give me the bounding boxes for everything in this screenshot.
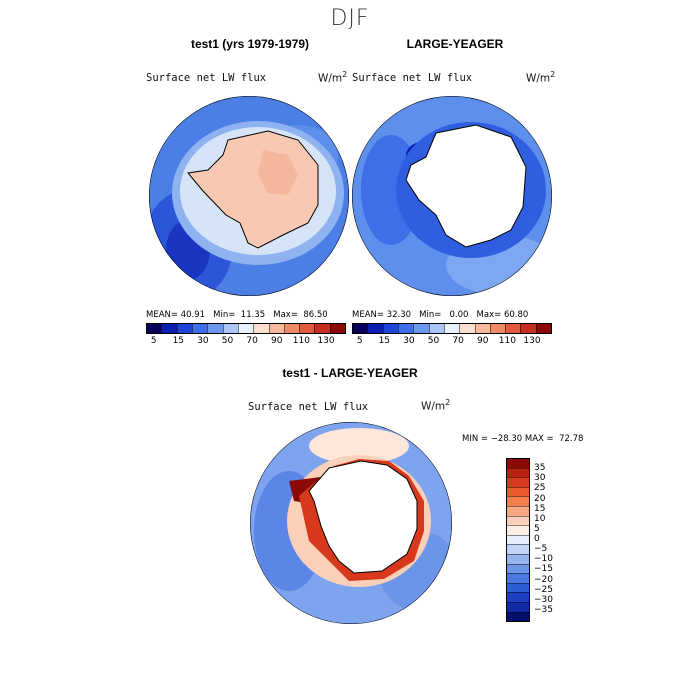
colorbar-tick-label: 110 <box>498 336 516 346</box>
colorbar-swatch <box>507 505 529 516</box>
colorbar-tick-label: −5 <box>534 544 548 555</box>
variable-label-large-yeager: Surface net LW flux <box>352 72 473 84</box>
colorbar-swatch <box>535 324 552 333</box>
colorbar-tick-label: 90 <box>271 336 283 346</box>
colorbar-swatch <box>397 324 414 333</box>
colorbar-swatch <box>507 582 529 593</box>
colorbar-tick-label: 30 <box>403 336 415 346</box>
stats-row-large-yeager: MEAN= 32.30 Min= 0.00 Max= 60.80 <box>352 310 529 320</box>
colorbar-swatch <box>507 553 529 564</box>
colorbar-swatch <box>459 324 475 333</box>
colorbar-swatch <box>507 496 529 506</box>
colorbar-tick-label: 50 <box>221 336 234 346</box>
colorbar-swatch <box>507 563 529 574</box>
units-label-test1: W/m2 <box>318 70 348 85</box>
colorbar-tick-label: 90 <box>477 336 489 346</box>
colorbar-test1: 5 15 30 50 70 90 110 130 <box>146 323 346 346</box>
colorbar-swatch <box>382 324 398 333</box>
colorbar-tick-label: 5 <box>356 336 363 346</box>
colorbar-swatch <box>520 324 536 333</box>
colorbar-large-yeager: 5 15 30 50 70 90 110 130 <box>352 323 552 346</box>
stats-row-test1: MEAN= 40.91 Min= 11.35 Max= 86.50 <box>146 310 328 320</box>
panel-title-difference: test1 - LARGE-YEAGER <box>282 366 418 380</box>
colorbar-swatch <box>507 573 529 583</box>
colorbar-swatch <box>353 324 368 333</box>
colorbar-tick-label: −35 <box>534 604 553 615</box>
colorbar-swatch <box>507 486 529 497</box>
colorbar-tick-label: −30 <box>534 594 553 605</box>
colorbar-tick-label: 30 <box>197 336 209 346</box>
units-label-large-yeager: W/m2 <box>526 70 556 85</box>
colorbar-tick-label: 130 <box>317 336 335 346</box>
colorbar-swatch <box>507 515 529 526</box>
colorbar-swatch <box>507 544 529 554</box>
colorbar-difference <box>506 458 530 622</box>
polar-map-large-yeager <box>352 96 552 296</box>
units-label-difference: W/m2 <box>421 398 451 413</box>
colorbar-tick-label: 30 <box>534 473 546 484</box>
polar-map-test1 <box>149 96 349 296</box>
variable-label-test1: Surface net LW flux <box>146 72 267 84</box>
colorbar-tick-label: 15 <box>378 336 391 346</box>
colorbar-swatch <box>222 324 238 333</box>
antarctica-landmass <box>405 124 527 248</box>
colorbar-swatch <box>413 324 429 333</box>
colorbar-swatch <box>268 324 284 333</box>
colorbar-swatch <box>253 324 269 333</box>
colorbar-swatch <box>191 324 208 333</box>
colorbar-tick-label: 15 <box>172 336 185 346</box>
colorbar-swatch <box>507 477 529 487</box>
colorbar-tick-label: 20 <box>534 493 546 504</box>
variable-label-difference: Surface net LW flux <box>248 401 369 413</box>
colorbar-swatch <box>489 324 506 333</box>
colorbar-tick-label: 5 <box>150 336 157 346</box>
colorbar-tick-label: 25 <box>534 483 546 494</box>
colorbar-swatch <box>507 459 529 468</box>
colorbar-swatch <box>283 324 300 333</box>
colorbar-swatch <box>329 324 346 333</box>
main-title: DJF <box>330 6 370 31</box>
colorbar-swatch <box>505 324 521 333</box>
colorbar-swatch <box>237 324 254 333</box>
colorbar-tick-label: 35 <box>534 463 546 474</box>
polar-map-difference <box>250 422 452 624</box>
colorbar-tick-label: −15 <box>534 564 553 575</box>
colorbar-tick-label: 10 <box>534 513 546 524</box>
colorbar-swatch <box>161 324 177 333</box>
colorbar-tick-label: −20 <box>534 574 553 585</box>
panel-title-large-yeager: LARGE-YEAGER <box>406 37 504 51</box>
colorbar-swatch <box>299 324 315 333</box>
colorbar-labels-difference: 35 30 25 20 15 10 5 0 −5 −10 −15 −20 −25 −30 −35 <box>534 458 574 620</box>
antarctica-landmass <box>308 460 418 574</box>
colorbar-tick-label: 15 <box>534 503 546 514</box>
minmax-text-difference: MIN = −28.30 MAX = 72.78 <box>462 434 584 444</box>
colorbar-tick-label: −25 <box>534 584 553 595</box>
colorbar-swatch <box>367 324 383 333</box>
colorbar-swatch <box>314 324 330 333</box>
colorbar-swatch <box>507 611 529 622</box>
colorbar-tick-label: 50 <box>427 336 440 346</box>
colorbar-tick-label: 70 <box>452 336 464 346</box>
colorbar-swatch <box>428 324 444 333</box>
colorbar-swatch <box>176 324 192 333</box>
colorbar-tick-label: 5 <box>534 523 540 534</box>
panel-title-test1: test1 (yrs 1979-1979) <box>190 37 310 51</box>
colorbar-tick-label: 130 <box>523 336 541 346</box>
colorbar-swatch <box>147 324 162 333</box>
colorbar-swatch <box>474 324 490 333</box>
colorbar-swatch <box>507 534 529 545</box>
colorbar-tick-label: 70 <box>246 336 258 346</box>
colorbar-swatch <box>507 467 529 478</box>
colorbar-swatch <box>507 601 529 612</box>
colorbar-tick-label: 110 <box>292 336 310 346</box>
colorbar-tick-label: 0 <box>534 534 540 544</box>
colorbar-swatch <box>507 525 529 535</box>
colorbar-tick-label: −10 <box>534 554 553 565</box>
colorbar-swatch <box>207 324 223 333</box>
colorbar-swatch <box>443 324 460 333</box>
colorbar-swatch <box>507 592 529 602</box>
